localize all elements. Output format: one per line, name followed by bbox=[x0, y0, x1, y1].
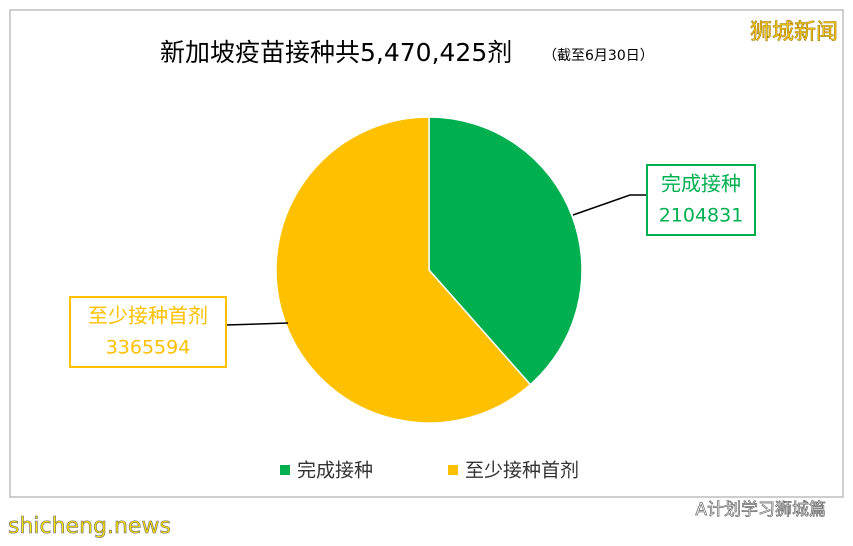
leader-line bbox=[225, 322, 289, 326]
pie-slice bbox=[275, 116, 532, 424]
leader-line bbox=[572, 194, 647, 216]
watermark: 狮城新闻 bbox=[750, 20, 838, 45]
data-label-name: 至少接种首剂 bbox=[88, 304, 208, 328]
chart-subtitle: （截至6月30日） bbox=[543, 48, 654, 64]
legend-label: 完成接种 bbox=[297, 460, 373, 482]
legend-swatch bbox=[280, 465, 290, 475]
chart-title: 新加坡疫苗接种共5,470,425剂 bbox=[160, 38, 512, 67]
legend-label: 至少接种首剂 bbox=[465, 460, 579, 482]
legend-swatch bbox=[448, 465, 458, 475]
data-label-box bbox=[69, 296, 227, 368]
watermark: A计划学习狮城篇 bbox=[695, 500, 826, 520]
data-label-name: 完成接种 bbox=[661, 172, 741, 196]
data-label-value: 2104831 bbox=[659, 205, 744, 227]
data-label-box bbox=[646, 164, 756, 236]
pie-slice bbox=[428, 116, 583, 386]
watermark: shicheng.news bbox=[8, 514, 171, 539]
data-label-value: 3365594 bbox=[106, 337, 191, 359]
